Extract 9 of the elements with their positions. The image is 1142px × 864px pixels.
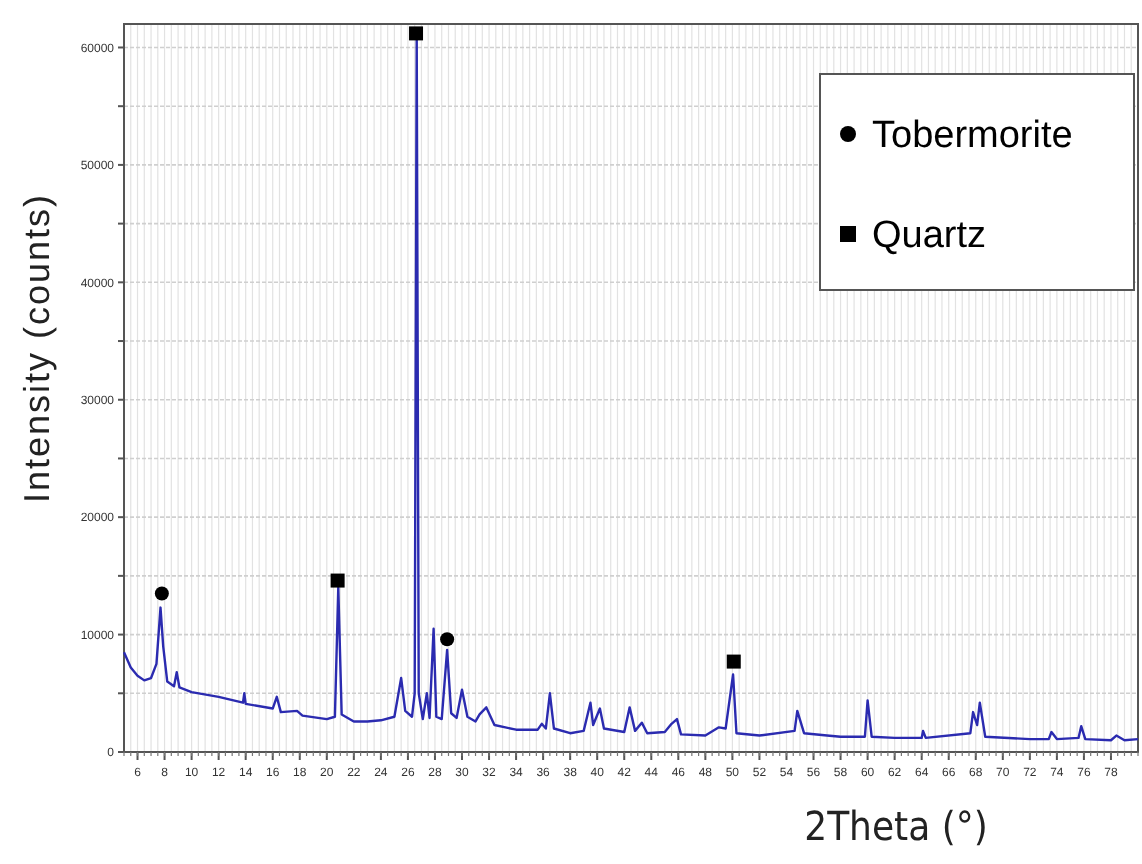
point — [409, 26, 424, 41]
y-axis-title: Intensity (counts) — [16, 192, 57, 504]
legend-label: Quartz — [872, 215, 987, 258]
point — [440, 632, 455, 647]
x-axis-title: 2Theta (°) — [804, 802, 988, 850]
point — [154, 586, 169, 601]
point — [330, 573, 345, 588]
legend-label: Tobermorite — [872, 115, 1073, 158]
point — [726, 654, 741, 669]
